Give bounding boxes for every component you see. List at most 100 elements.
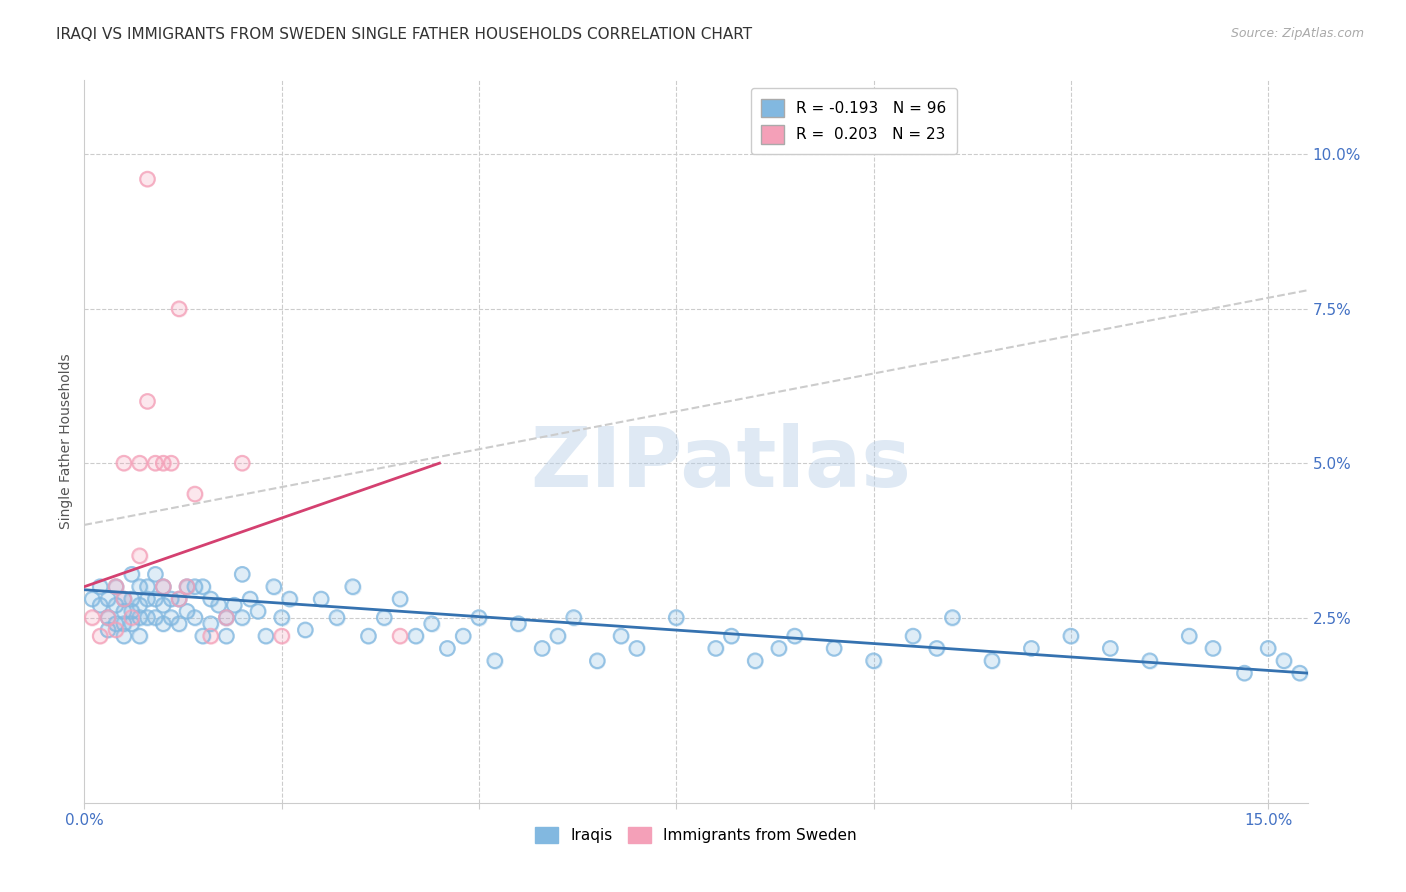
Point [862,654,884,668]
Point [231,610,253,624]
Point [145,567,167,582]
Point [925,641,948,656]
Point [239,592,262,607]
Point [744,654,766,668]
Point [626,641,648,656]
Point [145,610,167,624]
Point [112,604,135,618]
Point [136,394,159,409]
Point [626,641,648,656]
Point [167,616,190,631]
Point [128,456,150,470]
Point [200,592,222,607]
Point [357,629,380,643]
Point [451,629,474,643]
Point [112,592,135,607]
Point [97,592,120,607]
Point [167,301,190,316]
Point [89,629,111,643]
Point [121,567,143,582]
Point [224,598,246,612]
Point [270,629,292,643]
Point [278,592,301,607]
Point [1272,654,1295,668]
Point [1139,654,1161,668]
Point [128,598,150,612]
Point [89,580,111,594]
Point [389,629,412,643]
Point [104,580,127,594]
Point [167,592,190,607]
Point [152,580,174,594]
Point [97,623,120,637]
Point [224,598,246,612]
Point [389,592,412,607]
Point [373,610,395,624]
Point [128,580,150,594]
Point [246,604,269,618]
Point [145,592,167,607]
Point [547,629,569,643]
Point [200,616,222,631]
Point [82,592,104,607]
Point [484,654,506,668]
Point [665,610,688,624]
Point [184,610,207,624]
Point [720,629,742,643]
Point [97,610,120,624]
Point [176,604,198,618]
Point [263,580,285,594]
Point [176,580,198,594]
Point [451,629,474,643]
Point [112,592,135,607]
Text: IRAQI VS IMMIGRANTS FROM SWEDEN SINGLE FATHER HOUSEHOLDS CORRELATION CHART: IRAQI VS IMMIGRANTS FROM SWEDEN SINGLE F… [56,27,752,42]
Point [586,654,609,668]
Point [160,456,183,470]
Point [128,580,150,594]
Point [128,456,150,470]
Point [97,592,120,607]
Point [152,616,174,631]
Point [152,580,174,594]
Point [231,567,253,582]
Point [82,610,104,624]
Point [128,610,150,624]
Point [1178,629,1201,643]
Point [562,610,585,624]
Point [1099,641,1122,656]
Point [104,580,127,594]
Point [152,456,174,470]
Point [104,598,127,612]
Point [128,549,150,563]
Point [547,629,569,643]
Point [1233,666,1256,681]
Point [160,456,183,470]
Point [89,629,111,643]
Point [1060,629,1083,643]
Point [145,592,167,607]
Point [200,629,222,643]
Point [97,610,120,624]
Point [145,456,167,470]
Point [184,487,207,501]
Point [357,629,380,643]
Point [160,592,183,607]
Point [610,629,633,643]
Point [254,629,277,643]
Point [136,580,159,594]
Point [309,592,332,607]
Point [1099,641,1122,656]
Point [239,592,262,607]
Point [104,616,127,631]
Point [389,629,412,643]
Point [121,604,143,618]
Point [508,616,530,631]
Point [191,580,214,594]
Point [980,654,1002,668]
Point [104,598,127,612]
Point [1272,654,1295,668]
Point [152,456,174,470]
Point [97,623,120,637]
Point [112,616,135,631]
Text: ZIPatlas: ZIPatlas [530,423,911,504]
